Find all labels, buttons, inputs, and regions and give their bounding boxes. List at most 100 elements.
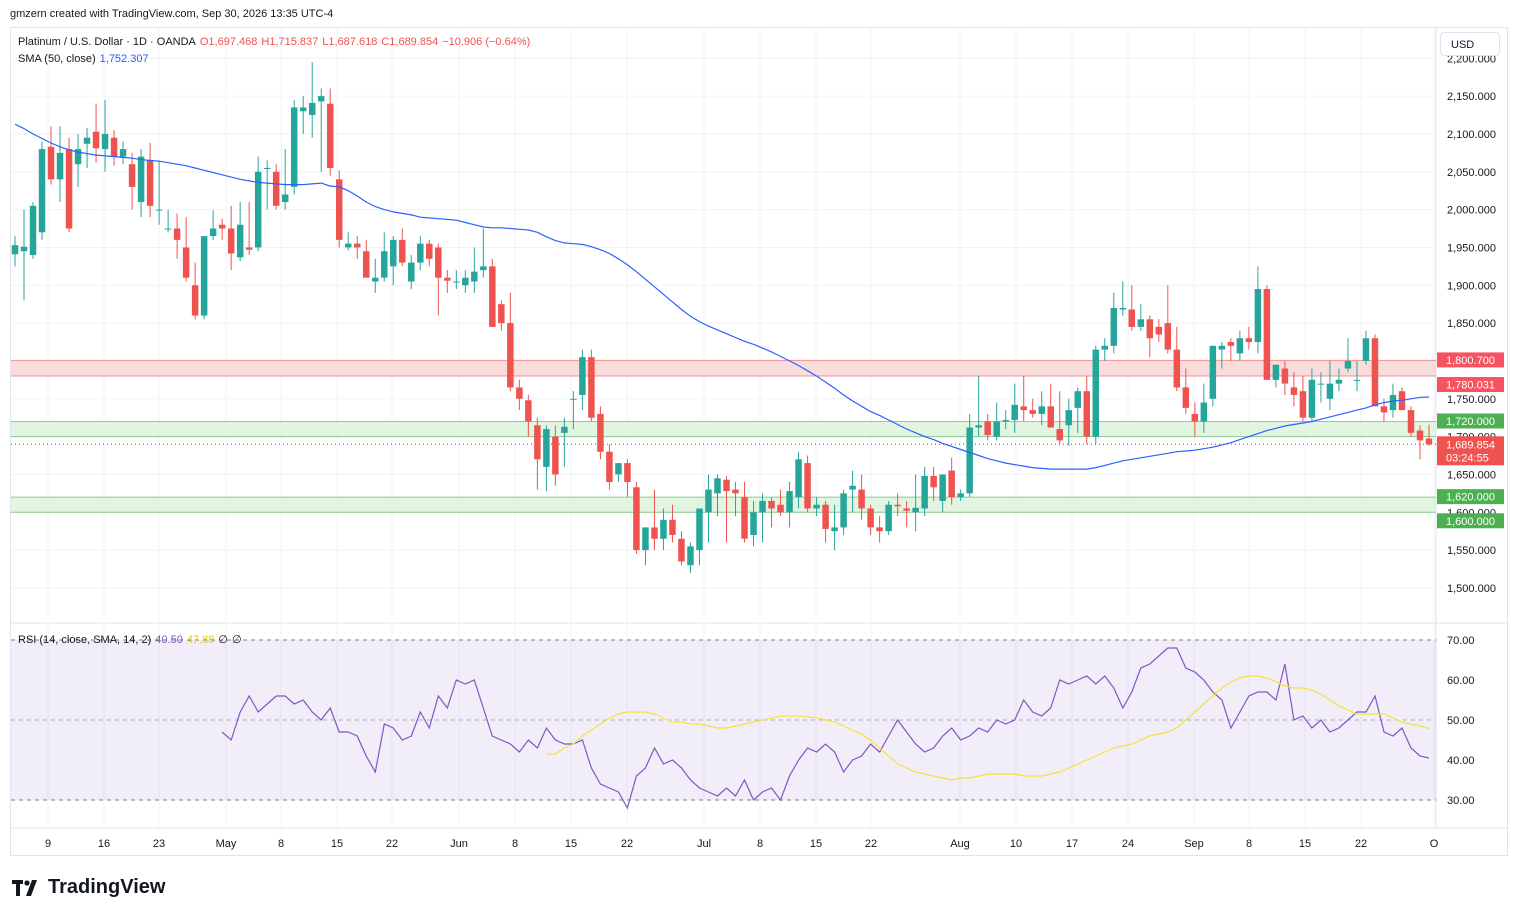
price-tick-label: 2,100.000 xyxy=(1447,129,1496,141)
time-tick-label: Jun xyxy=(450,838,468,850)
last-price-tag-label: 1,689.854 xyxy=(1446,439,1495,451)
time-tick-label: May xyxy=(216,838,237,850)
candle-body xyxy=(714,478,721,494)
price-tick-label: 2,150.000 xyxy=(1447,91,1496,103)
candle-body xyxy=(633,487,640,551)
time-tick-label: 22 xyxy=(386,838,398,850)
candle-body xyxy=(1290,387,1298,395)
candle-body xyxy=(669,519,676,535)
candle-body xyxy=(1092,349,1100,437)
candle-body xyxy=(534,425,541,460)
candle-body xyxy=(363,251,370,278)
candle-body xyxy=(353,243,361,248)
time-tick-label: 15 xyxy=(1299,838,1311,850)
price-tick-label: 2,050.000 xyxy=(1447,167,1496,179)
last-price-tag xyxy=(1437,436,1504,466)
candle-body xyxy=(92,131,100,149)
rsi-tick-label: 30.00 xyxy=(1447,795,1475,807)
candle-body xyxy=(858,489,865,509)
candle-body xyxy=(786,491,793,513)
candle-body xyxy=(1155,326,1163,335)
candle-body xyxy=(1299,391,1307,418)
candle-body xyxy=(263,167,271,169)
candle-body xyxy=(1335,379,1343,384)
candle-body xyxy=(254,171,262,248)
time-tick-label: 15 xyxy=(331,838,343,850)
candle-body xyxy=(1128,309,1136,327)
zone-support xyxy=(11,421,1436,437)
candle-body xyxy=(245,247,253,250)
candle-body xyxy=(804,463,811,509)
brand-name: TradingView xyxy=(48,876,166,898)
candle-body xyxy=(489,266,496,327)
candle-body xyxy=(543,429,550,467)
zone-price-tag-label: 1,600.000 xyxy=(1446,516,1495,528)
candle-body xyxy=(831,527,838,532)
candle-body xyxy=(516,387,523,399)
time-tick-label: 15 xyxy=(565,838,577,850)
change-value: −10.906 (−0.64%) xyxy=(442,36,531,48)
zone-price-tag xyxy=(1437,513,1504,529)
close-value: C1,689.854 xyxy=(381,36,439,48)
price-tick-label: 1,950.000 xyxy=(1447,242,1496,254)
candle-body xyxy=(1182,387,1190,408)
countdown-label: 03:24:55 xyxy=(1446,452,1489,464)
price-tick-label: 1,750.000 xyxy=(1447,394,1496,406)
candle-body xyxy=(642,527,649,551)
chart-frame xyxy=(10,27,1508,856)
candle-body xyxy=(173,228,181,240)
candle-body xyxy=(795,459,802,498)
time-tick-label: 8 xyxy=(757,838,763,850)
candle-body xyxy=(1137,319,1145,327)
candle-body xyxy=(1146,319,1154,339)
rsi-sma-line xyxy=(546,675,1430,781)
candle-body xyxy=(1389,394,1397,411)
tradingview-brand[interactable]: TradingView xyxy=(12,876,165,899)
candle-body xyxy=(1218,345,1226,350)
price-tick-label: 2,000.000 xyxy=(1447,205,1496,217)
candle-body xyxy=(1065,410,1072,426)
candle-body xyxy=(1245,338,1253,343)
time-tick-label: 23 xyxy=(153,838,165,850)
rsi-tick-label: 50.00 xyxy=(1447,715,1475,727)
candle-body xyxy=(597,413,604,452)
time-tick-label: 8 xyxy=(1246,838,1252,850)
candle-body xyxy=(471,271,478,282)
time-tick-label: 22 xyxy=(865,838,877,850)
candle-body xyxy=(308,102,316,116)
candle-body xyxy=(1056,429,1063,441)
candle-body xyxy=(984,421,991,436)
sma-line xyxy=(14,123,1430,470)
time-tick-label: Jul xyxy=(697,838,711,850)
rsi-value: 40.50 xyxy=(155,634,183,646)
time-tick-label: 22 xyxy=(1355,838,1367,850)
high-value: H1,715.837 xyxy=(261,36,319,48)
rsi-line xyxy=(221,647,1430,810)
candle-body xyxy=(236,224,244,258)
candle-body xyxy=(732,489,739,494)
candle-body xyxy=(444,277,451,281)
candle-body xyxy=(1407,410,1415,433)
candle-body xyxy=(921,475,928,509)
candle-body xyxy=(1119,307,1127,310)
candle-body xyxy=(182,247,190,278)
price-tick-label: 1,850.000 xyxy=(1447,318,1496,330)
candle-body xyxy=(47,146,55,180)
candle-body xyxy=(1110,307,1118,346)
candle-body xyxy=(777,504,784,513)
currency-button[interactable]: USD xyxy=(1440,32,1500,56)
candle-body xyxy=(218,224,226,229)
candle-body xyxy=(651,527,658,539)
time-tick-label: 10 xyxy=(1010,838,1022,850)
candle-body xyxy=(74,149,82,165)
candle-body xyxy=(1317,383,1325,385)
candle-body xyxy=(381,251,388,278)
candle-body xyxy=(1101,345,1109,350)
rsi-extra-1: ∅ xyxy=(218,634,228,646)
sma-legend: SMA (50, close) 1,752.307 xyxy=(18,53,153,65)
candle-body xyxy=(1272,364,1280,380)
candle-body xyxy=(570,398,577,400)
candle-body xyxy=(155,209,163,211)
candle-body xyxy=(11,245,19,255)
